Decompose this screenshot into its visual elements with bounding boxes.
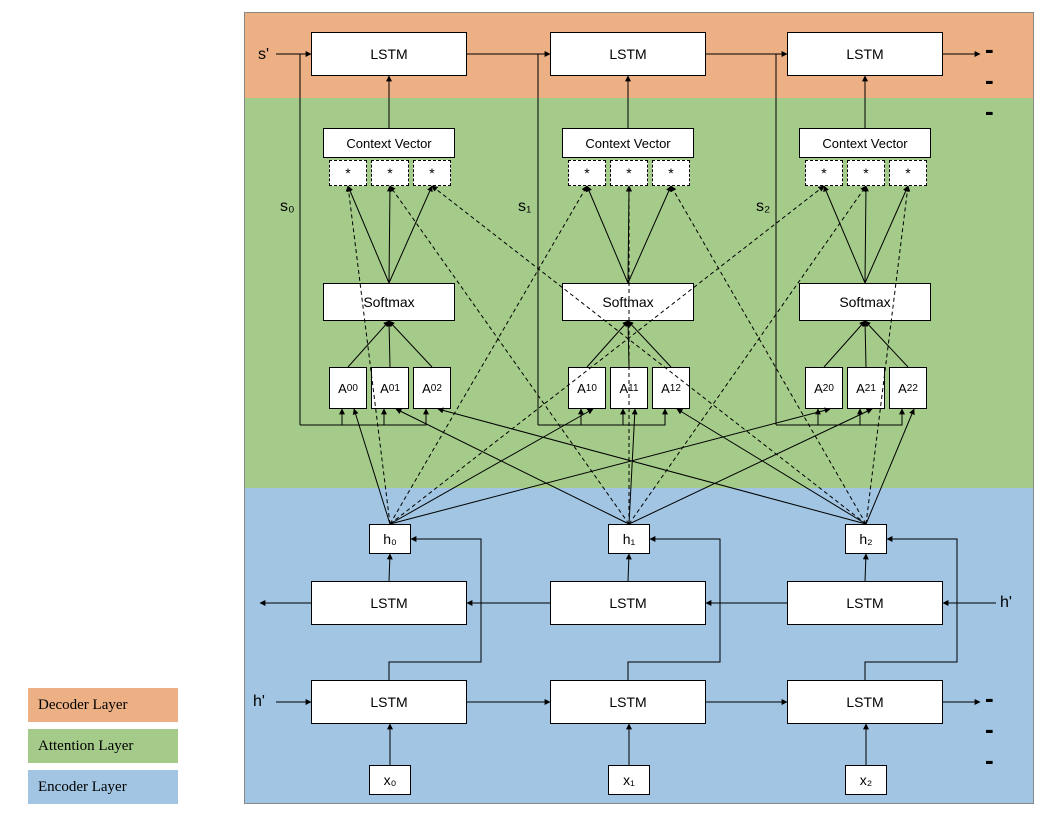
s-label-1: s₁ [518, 198, 531, 216]
A-0-1: A01 [371, 367, 409, 409]
A-2-2: A22 [889, 367, 927, 409]
legend-decoder: Decoder Layer [28, 688, 178, 722]
decoder-lstm-2: LSTM [787, 32, 943, 76]
x-box-0: x₀ [369, 765, 411, 795]
star-2-0: * [805, 160, 843, 186]
enc-lstm-top-1: LSTM [550, 581, 706, 625]
context-vector-2: Context Vector [799, 128, 931, 158]
softmax-2: Softmax [799, 283, 931, 321]
s-label-2: s₂ [756, 198, 770, 216]
h-prime-left: h' [253, 693, 265, 711]
star-0-1: * [371, 160, 409, 186]
enc-lstm-bot-0: LSTM [311, 680, 467, 724]
decoder-lstm-1: LSTM [550, 32, 706, 76]
A-1-2: A12 [652, 367, 690, 409]
star-1-2: * [652, 160, 690, 186]
h-box-2: h₂ [845, 524, 887, 554]
s-prime-label: s' [258, 46, 269, 64]
star-1-0: * [568, 160, 606, 186]
legend-attention: Attention Layer [28, 729, 178, 763]
star-1-1: * [610, 160, 648, 186]
A-1-0: A10 [568, 367, 606, 409]
context-vector-0: Context Vector [323, 128, 455, 158]
continuation-0: - - - [985, 34, 998, 127]
A-1-1: A11 [610, 367, 648, 409]
h-prime-right: h' [1000, 594, 1012, 612]
star-0-2: * [413, 160, 451, 186]
A-2-0: A20 [805, 367, 843, 409]
softmax-1: Softmax [562, 283, 694, 321]
s-label-0: s₀ [280, 198, 295, 216]
h-box-0: h₀ [369, 524, 411, 554]
enc-lstm-top-2: LSTM [787, 581, 943, 625]
star-2-2: * [889, 160, 927, 186]
star-2-1: * [847, 160, 885, 186]
A-0-0: A00 [329, 367, 367, 409]
enc-lstm-bot-2: LSTM [787, 680, 943, 724]
x-box-1: x₁ [608, 765, 650, 795]
h-box-1: h₁ [608, 524, 650, 554]
decoder-lstm-0: LSTM [311, 32, 467, 76]
A-2-1: A21 [847, 367, 885, 409]
continuation-1: - - - [985, 683, 998, 776]
softmax-0: Softmax [323, 283, 455, 321]
star-0-0: * [329, 160, 367, 186]
context-vector-1: Context Vector [562, 128, 694, 158]
A-0-2: A02 [413, 367, 451, 409]
enc-lstm-top-0: LSTM [311, 581, 467, 625]
enc-lstm-bot-1: LSTM [550, 680, 706, 724]
legend-encoder: Encoder Layer [28, 770, 178, 804]
x-box-2: x₂ [845, 765, 887, 795]
